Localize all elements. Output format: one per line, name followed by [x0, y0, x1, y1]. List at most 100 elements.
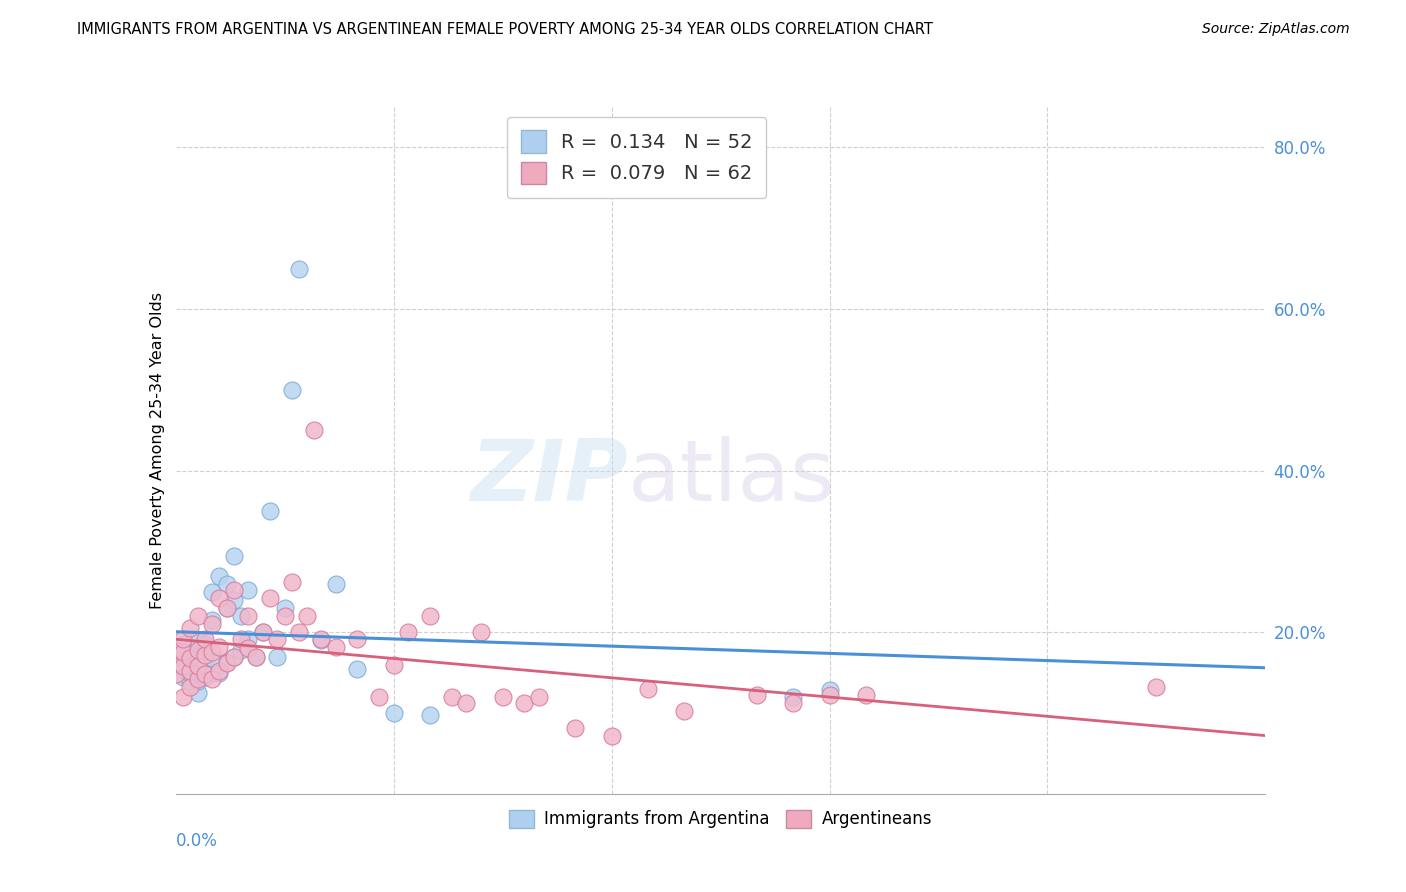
Point	[231, 632, 253, 646]
Point	[201, 645, 224, 659]
Point	[186, 643, 209, 657]
Point	[172, 632, 194, 646]
Point	[208, 591, 231, 606]
Point	[186, 659, 209, 673]
Point	[252, 625, 274, 640]
Point	[346, 662, 368, 676]
Point	[266, 649, 288, 664]
Point	[179, 641, 201, 656]
Point	[274, 601, 297, 615]
Point	[564, 721, 586, 735]
Point	[165, 667, 187, 681]
Text: Source: ZipAtlas.com: Source: ZipAtlas.com	[1202, 22, 1350, 37]
Point	[222, 549, 245, 563]
Point	[186, 609, 209, 624]
Point	[208, 568, 231, 582]
Point	[527, 690, 550, 704]
Point	[215, 601, 238, 615]
Point	[818, 688, 841, 702]
Point	[259, 591, 281, 606]
Point	[368, 690, 391, 704]
Point	[194, 648, 217, 662]
Text: 0.0%: 0.0%	[176, 831, 218, 850]
Point	[172, 645, 194, 659]
Point	[179, 680, 201, 694]
Point	[600, 729, 623, 743]
Point	[238, 583, 260, 598]
Point	[186, 643, 209, 657]
Point	[470, 625, 492, 640]
Point	[194, 657, 217, 672]
Point	[325, 576, 347, 591]
Point	[222, 649, 245, 664]
Point	[186, 672, 209, 686]
Point	[179, 665, 201, 680]
Point	[179, 621, 201, 635]
Point	[186, 686, 209, 700]
Y-axis label: Female Poverty Among 25-34 Year Olds: Female Poverty Among 25-34 Year Olds	[149, 292, 165, 609]
Text: atlas: atlas	[628, 436, 837, 519]
Point	[165, 643, 187, 657]
Point	[382, 657, 405, 672]
Point	[194, 637, 217, 651]
Point	[215, 655, 238, 669]
Point	[179, 651, 201, 665]
Text: IMMIGRANTS FROM ARGENTINA VS ARGENTINEAN FEMALE POVERTY AMONG 25-34 YEAR OLDS CO: IMMIGRANTS FROM ARGENTINA VS ARGENTINEAN…	[77, 22, 934, 37]
Point	[165, 654, 187, 668]
Point	[295, 609, 318, 624]
Point	[266, 632, 288, 646]
Point	[201, 585, 224, 599]
Point	[179, 657, 201, 672]
Point	[245, 649, 267, 664]
Point	[637, 681, 659, 696]
Point	[309, 633, 332, 648]
Point	[855, 688, 877, 702]
Point	[165, 656, 187, 670]
Point	[194, 667, 217, 681]
Point	[186, 662, 209, 676]
Point	[274, 609, 297, 624]
Point	[201, 613, 224, 627]
Point	[201, 651, 224, 665]
Point	[288, 261, 311, 276]
Point	[288, 625, 311, 640]
Point	[818, 683, 841, 698]
Legend: Immigrants from Argentina, Argentineans: Immigrants from Argentina, Argentineans	[502, 803, 939, 835]
Point	[492, 690, 515, 704]
Text: ZIP: ZIP	[471, 436, 628, 519]
Point	[172, 662, 194, 676]
Point	[238, 641, 260, 656]
Point	[231, 643, 253, 657]
Point	[179, 649, 201, 664]
Point	[201, 617, 224, 632]
Point	[259, 504, 281, 518]
Point	[222, 649, 245, 664]
Point	[419, 707, 441, 722]
Point	[245, 649, 267, 664]
Point	[172, 690, 194, 704]
Point	[194, 670, 217, 684]
Point	[208, 664, 231, 678]
Point	[302, 423, 325, 437]
Point	[215, 601, 238, 615]
Point	[186, 651, 209, 665]
Point	[440, 690, 463, 704]
Point	[325, 640, 347, 654]
Point	[215, 576, 238, 591]
Point	[281, 575, 304, 590]
Point	[382, 706, 405, 720]
Point	[208, 640, 231, 654]
Point	[419, 609, 441, 624]
Point	[513, 697, 536, 711]
Point	[745, 688, 768, 702]
Point	[782, 690, 804, 704]
Point	[456, 697, 478, 711]
Point	[201, 665, 224, 680]
Point	[172, 654, 194, 668]
Point	[179, 673, 201, 688]
Point	[673, 705, 696, 719]
Point	[179, 664, 201, 678]
Point	[172, 659, 194, 673]
Point	[201, 672, 224, 686]
Point	[165, 662, 187, 676]
